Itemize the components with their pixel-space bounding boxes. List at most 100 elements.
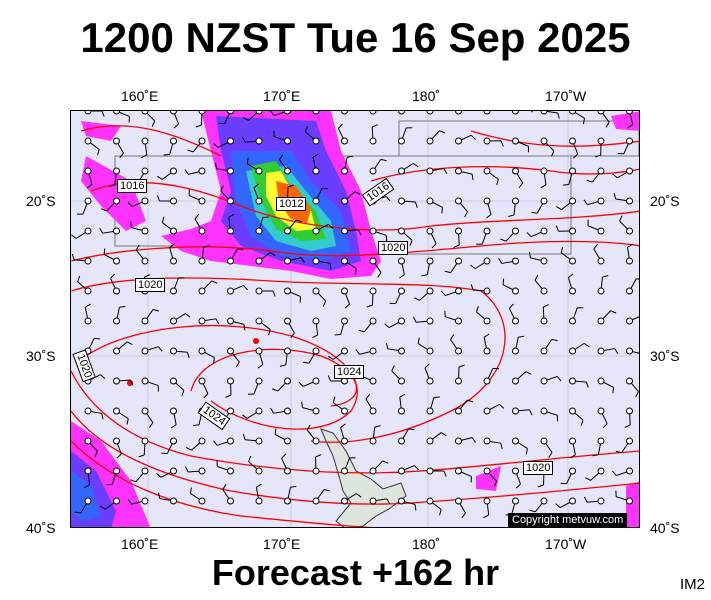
- station-circle: [255, 287, 263, 295]
- wind-barb-feather: [594, 154, 601, 158]
- lon-label-top-160e: 160˚E: [121, 88, 159, 104]
- wind-barb-feather: [279, 154, 284, 160]
- station-circle: [341, 407, 348, 415]
- station-circle: [255, 467, 263, 475]
- station-circle: [540, 377, 548, 385]
- wind-barb-feather: [470, 134, 476, 140]
- lon-label-bottom-170w: 170˚W: [545, 536, 587, 552]
- station-circle: [512, 347, 519, 355]
- station-circle: [540, 287, 548, 295]
- station-circle: [540, 167, 548, 175]
- station-circle: [569, 377, 576, 385]
- station-circle: [113, 167, 120, 175]
- wind-barb-feather: [409, 240, 413, 247]
- station-circle: [369, 407, 377, 415]
- wind-barb-feather: [441, 290, 446, 296]
- wind-barb-feather: [548, 452, 553, 458]
- wind-barb-feather: [570, 454, 576, 459]
- station-circle: [426, 137, 434, 145]
- station-circle: [540, 111, 548, 115]
- wind-barb-feather: [493, 480, 498, 487]
- station-circle: [284, 111, 291, 115]
- wind-barb-feather: [99, 227, 104, 234]
- lat-label-left-20s: 20˚S: [26, 193, 56, 209]
- lon-label-bottom-170e: 170˚E: [263, 536, 301, 552]
- station-circle: [312, 197, 320, 205]
- station-circle: [398, 287, 405, 295]
- station-circle: [483, 467, 491, 475]
- station-circle: [141, 437, 149, 445]
- station-circle: [227, 137, 234, 145]
- station-circle: [540, 137, 548, 145]
- wind-barb-feather: [556, 206, 562, 211]
- lat-label-left-40s: 40˚S: [26, 520, 56, 536]
- wind-barb-feather: [443, 168, 448, 174]
- wind-barb-feather: [471, 437, 476, 443]
- station-circle: [569, 227, 576, 235]
- station-circle: [569, 497, 576, 505]
- station-circle: [426, 227, 434, 235]
- wind-barb-feather: [279, 364, 286, 367]
- wind-barb-feather: [483, 333, 490, 338]
- station-circle: [426, 197, 434, 205]
- station-circle: [312, 347, 320, 355]
- station-circle: [512, 317, 519, 325]
- station-circle: [455, 167, 462, 175]
- wind-barb-feather: [515, 483, 521, 489]
- station-circle: [426, 287, 434, 295]
- isobar-label: 1016: [117, 179, 148, 193]
- station-circle: [312, 467, 320, 475]
- station-circle: [569, 287, 576, 295]
- station-circle: [141, 377, 149, 385]
- station-circle: [369, 467, 377, 475]
- wind-barb-feather: [344, 303, 350, 309]
- wind-barb-feather: [627, 124, 633, 129]
- precipitation-field: [71, 111, 639, 527]
- wind-barb-feather: [518, 335, 525, 338]
- station-circle: [284, 377, 291, 385]
- station-circle: [597, 407, 605, 415]
- station-circle: [198, 377, 206, 385]
- station-circle: [369, 437, 377, 445]
- station-circle: [312, 497, 320, 505]
- station-circle: [141, 167, 149, 175]
- wind-barb-feather: [296, 219, 303, 223]
- wind-barb-feather: [185, 313, 191, 318]
- wind-barb-feather: [312, 334, 318, 339]
- station-circle: [255, 347, 263, 355]
- station-circle: [170, 137, 177, 145]
- wind-barb-feather: [301, 401, 303, 408]
- station-circle: [84, 497, 92, 505]
- station-circle: [255, 111, 263, 115]
- wind-barb-feather: [421, 274, 428, 277]
- wind-barb-feather: [270, 407, 275, 414]
- wind-barb-feather: [144, 274, 151, 278]
- station-circle: [170, 317, 177, 325]
- wind-barb-feather: [585, 381, 589, 388]
- station-circle: [483, 111, 491, 115]
- station-circle: [284, 407, 291, 415]
- wind-barb-feather: [99, 505, 106, 510]
- station-circle: [455, 347, 462, 355]
- wind-barb-feather: [203, 393, 209, 399]
- wind-barb-feather: [327, 355, 334, 360]
- lon-label-top-170e: 170˚E: [263, 88, 301, 104]
- station-circle: [426, 437, 434, 445]
- wind-barb-feather: [127, 498, 132, 505]
- station-circle: [426, 467, 434, 475]
- wind-barb-feather: [557, 112, 560, 119]
- wind-barb-feather: [556, 376, 562, 382]
- lat-label-left-30s: 30˚S: [26, 348, 56, 364]
- station-circle: [227, 467, 234, 475]
- wind-barb-feather: [157, 346, 163, 352]
- station-circle: [455, 257, 462, 265]
- station-circle: [626, 111, 633, 115]
- station-circle: [113, 407, 120, 415]
- station-circle: [626, 497, 633, 505]
- station-circle: [569, 137, 576, 145]
- station-circle: [141, 137, 149, 145]
- wind-barb-feather: [248, 455, 252, 462]
- chart-code: IM2: [679, 576, 705, 593]
- wind-barb-feather: [496, 179, 499, 186]
- station-circle: [341, 317, 348, 325]
